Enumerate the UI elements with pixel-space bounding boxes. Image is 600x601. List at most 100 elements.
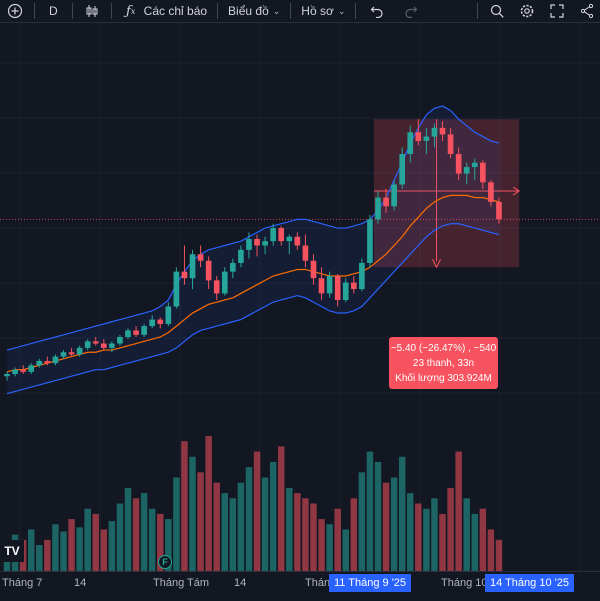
chart-type-button[interactable]	[77, 0, 107, 22]
time-axis-label: Tháng	[305, 577, 337, 589]
interval-button[interactable]: D	[39, 0, 68, 22]
candle	[310, 254, 317, 285]
volume-bar	[447, 487, 454, 571]
measure-bars-text: 23 thanh, 33n	[412, 358, 475, 369]
candle-body	[84, 341, 91, 348]
plus-circle-icon	[6, 2, 24, 20]
candle-body	[399, 154, 406, 185]
volume-bar	[342, 529, 349, 571]
candle-body	[189, 254, 196, 279]
candle	[480, 160, 486, 189]
candle-body	[52, 356, 59, 364]
candle	[36, 358, 43, 368]
volume-bar	[350, 498, 358, 571]
moving-average-line	[6, 194, 500, 373]
candle-body	[197, 254, 204, 261]
candle	[4, 371, 10, 381]
volume-bar	[181, 441, 188, 571]
event-badge-f[interactable]: F	[158, 555, 172, 569]
volume-bar	[92, 513, 99, 571]
candle	[375, 191, 381, 224]
volume-bar	[157, 513, 164, 571]
candle	[20, 365, 26, 375]
volume-bar	[108, 521, 116, 571]
redo-icon	[402, 2, 420, 20]
add-symbol-button[interactable]	[0, 0, 30, 22]
candle-body	[4, 374, 10, 377]
candle-body	[60, 352, 67, 357]
candle	[221, 267, 228, 296]
candle	[286, 234, 293, 255]
candle-body	[270, 228, 276, 242]
volume-bar	[76, 527, 83, 571]
candle-body	[117, 337, 123, 344]
volume-bar	[68, 519, 75, 571]
time-axis-label: Tháng 10	[441, 577, 488, 589]
volume-bar	[189, 456, 196, 571]
candle	[342, 278, 349, 303]
candle	[125, 328, 131, 340]
candle-body	[230, 262, 236, 272]
quick-search-button[interactable]	[482, 0, 512, 22]
price-chart[interactable]	[0, 23, 600, 571]
volume-bar	[84, 508, 91, 571]
candle	[133, 326, 139, 337]
volume-bar	[390, 477, 398, 571]
measure-tooltip: −5.40 (−26.47%) , −540 23 thanh, 33n Khố…	[389, 337, 498, 389]
candle	[181, 245, 188, 285]
chevron-down-icon: ⌄	[272, 5, 281, 16]
volume-bar	[197, 472, 204, 571]
candle-body	[173, 271, 180, 307]
measure-change-text: −5.40 (−26.47%) , −540	[390, 343, 497, 354]
candle	[407, 125, 414, 163]
share-button[interactable]	[572, 0, 600, 22]
chart-menu-label: Biểu đồ	[228, 4, 269, 18]
volume-bar	[278, 446, 285, 571]
candle-body	[471, 162, 478, 168]
candle	[213, 276, 220, 300]
measure-arrow-head	[432, 259, 441, 269]
time-axis[interactable]: Tháng 7 14 Tháng Tám 14 Tháng Tháng 10 1…	[0, 571, 600, 601]
candle	[92, 337, 99, 346]
profile-menu-button[interactable]: Hồ sơ ⌄	[295, 0, 351, 22]
candle	[141, 323, 147, 337]
candle-body	[141, 326, 147, 335]
volume-bar	[286, 487, 293, 571]
chart-menu-button[interactable]: Biểu đồ ⌄	[222, 0, 286, 22]
candle-body	[423, 136, 430, 141]
candle-body	[294, 236, 301, 246]
candle	[463, 162, 470, 185]
undo-button[interactable]	[360, 0, 394, 22]
volume-bar	[52, 524, 59, 571]
candle-body	[278, 228, 285, 242]
candle-body	[342, 282, 349, 300]
candle	[302, 234, 309, 268]
fullscreen-button[interactable]	[542, 0, 572, 22]
volume-bars	[3, 436, 503, 571]
candle-body	[221, 271, 228, 294]
candle-body	[447, 134, 454, 154]
volume-bar	[44, 539, 51, 571]
candle	[334, 273, 341, 307]
redo-button[interactable]	[394, 0, 428, 22]
candle-body	[375, 197, 381, 220]
volume-bar	[455, 451, 462, 571]
toolbar-divider	[477, 3, 478, 19]
candle	[68, 347, 75, 357]
measure-arrow-head	[512, 186, 521, 196]
volume-bar	[261, 477, 269, 571]
candle	[100, 339, 107, 351]
candle-body	[213, 280, 220, 294]
settings-button[interactable]	[512, 0, 542, 22]
volume-bar	[213, 482, 220, 571]
candle-body	[205, 260, 212, 281]
candle	[205, 256, 212, 290]
volume-bar	[253, 451, 261, 571]
candle-body	[367, 219, 373, 263]
candle-body	[391, 184, 397, 207]
candle-body	[302, 245, 309, 261]
candle	[173, 267, 180, 309]
